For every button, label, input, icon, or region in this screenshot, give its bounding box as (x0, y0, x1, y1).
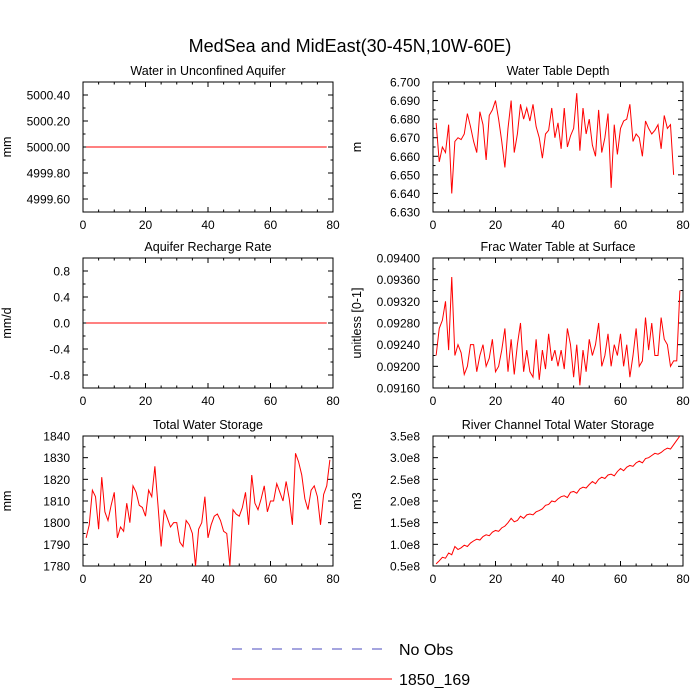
y-tick-label: 0.09400 (377, 252, 421, 266)
panel-3: Aquifer Recharge Rate 0 20 40 60 80 -0.8 -0.4 0.… (0, 240, 340, 408)
x-tick-label: 40 (551, 394, 565, 408)
x-tick-label: 60 (264, 394, 278, 408)
panel-title: River Channel Total Water Storage (462, 418, 655, 432)
x-tick-label: 40 (201, 218, 215, 232)
legend: No Obs 1850_169 (232, 642, 470, 689)
x-tick-label: 0 (80, 218, 87, 232)
series-line-1850-169 (435, 435, 681, 565)
x-tick-label: 0 (80, 572, 87, 586)
x-tick-label: 60 (614, 218, 628, 232)
x-tick-label: 40 (201, 572, 215, 586)
y-tick-label: 6.650 (390, 168, 420, 182)
x-tick-label: 80 (326, 218, 340, 232)
y-axis-label: mm (0, 137, 14, 158)
y-tick-label: 1800 (43, 516, 70, 530)
y-tick-label: 6.680 (390, 113, 420, 127)
x-tick-label: 60 (264, 572, 278, 586)
y-tick-label: 2.5e8 (390, 473, 420, 487)
x-tick-label: 40 (551, 572, 565, 586)
y-tick-label: 4999.80 (27, 167, 71, 181)
y-tick-label: 0.5e8 (390, 560, 420, 574)
y-tick-label: 6.690 (390, 94, 420, 108)
y-tick-label: -0.8 (49, 369, 70, 383)
panels: Water in Unconfined Aquifer 0 20 40 60 80 4999… (0, 64, 690, 586)
y-axis-label: m (350, 142, 364, 152)
y-tick-label: 5000.00 (27, 141, 71, 155)
y-tick-label: 3.5e8 (390, 430, 420, 444)
panel-title: Frac Water Table at Surface (481, 240, 636, 254)
x-tick-label: 80 (676, 394, 690, 408)
plot-frame (432, 81, 684, 213)
y-tick-label: 5000.20 (27, 115, 71, 129)
panel-5: Total Water Storage 0 20 40 60 80 1780 1790 1800… (0, 418, 340, 586)
y-tick-label: 0.09200 (377, 360, 421, 374)
x-tick-label: 0 (80, 394, 87, 408)
x-tick-label: 80 (326, 572, 340, 586)
x-tick-label: 80 (326, 394, 340, 408)
y-tick-label: 1.0e8 (390, 538, 420, 552)
y-tick-label: 1820 (43, 473, 70, 487)
y-tick-label: 3.0e8 (390, 451, 420, 465)
x-tick-label: 80 (676, 572, 690, 586)
panel-6: River Channel Total Water Storage 0 20 40 60… (350, 418, 690, 586)
y-axis-label: unitless [0-1] (350, 288, 364, 359)
y-tick-label: 0.4 (53, 291, 70, 305)
panel-4: Frac Water Table at Surface 0 20 40 60 80 0.09… (350, 240, 690, 408)
legend-label-1850-169: 1850_169 (399, 672, 470, 689)
panel-1: Water in Unconfined Aquifer 0 20 40 60 80 4999… (0, 64, 340, 232)
y-tick-label: 0.09160 (377, 382, 421, 396)
series-line-1850-169 (435, 276, 681, 386)
panel-2: Water Table Depth 0 20 40 60 80 6.630 6.640 6.65… (350, 64, 690, 232)
x-tick-label: 20 (489, 218, 503, 232)
series-line-1850-169 (85, 453, 331, 567)
y-tick-label: 1780 (43, 560, 70, 574)
y-tick-label: 0.09360 (377, 273, 421, 287)
x-tick-label: 60 (614, 394, 628, 408)
x-tick-label: 80 (676, 218, 690, 232)
y-tick-label: 6.670 (390, 131, 420, 145)
y-tick-label: 5000.40 (27, 89, 71, 103)
y-axis-label: m3 (350, 492, 364, 509)
y-tick-label: 1.5e8 (390, 516, 420, 530)
x-tick-label: 20 (139, 572, 153, 586)
y-tick-label: 0.09280 (377, 317, 421, 331)
y-tick-label: -0.4 (49, 343, 70, 357)
y-axis-label: mm (0, 491, 14, 512)
x-tick-label: 60 (614, 572, 628, 586)
legend-label-no-obs: No Obs (399, 642, 453, 659)
y-tick-label: 6.630 (390, 206, 420, 220)
y-tick-label: 0.09320 (377, 295, 421, 309)
y-tick-label: 0.09240 (377, 338, 421, 352)
series-line-1850-169 (435, 93, 675, 194)
x-tick-label: 60 (264, 218, 278, 232)
y-tick-label: 2.0e8 (390, 495, 420, 509)
plot-frame (432, 435, 684, 567)
y-tick-label: 0.0 (53, 317, 70, 331)
y-tick-label: 1790 (43, 538, 70, 552)
x-tick-label: 20 (139, 218, 153, 232)
y-tick-label: 6.700 (390, 76, 420, 90)
x-tick-label: 0 (430, 572, 437, 586)
panel-title: Water in Unconfined Aquifer (130, 64, 285, 78)
x-tick-label: 40 (201, 394, 215, 408)
x-tick-label: 0 (430, 218, 437, 232)
panel-title: Total Water Storage (153, 418, 263, 432)
y-tick-label: 1810 (43, 495, 70, 509)
x-tick-label: 0 (430, 394, 437, 408)
y-tick-label: 6.640 (390, 187, 420, 201)
y-tick-label: 4999.60 (27, 193, 71, 207)
y-axis-label: mm/d (0, 307, 14, 338)
x-tick-label: 20 (489, 572, 503, 586)
y-tick-label: 6.660 (390, 150, 420, 164)
y-tick-label: 1840 (43, 430, 70, 444)
x-tick-label: 20 (139, 394, 153, 408)
panel-title: Aquifer Recharge Rate (144, 240, 271, 254)
y-tick-label: 0.8 (53, 265, 70, 279)
x-tick-label: 40 (551, 218, 565, 232)
y-tick-label: 1830 (43, 451, 70, 465)
x-tick-label: 20 (489, 394, 503, 408)
panel-title: Water Table Depth (507, 64, 610, 78)
figure-title: MedSea and MidEast(30-45N,10W-60E) (189, 36, 512, 56)
